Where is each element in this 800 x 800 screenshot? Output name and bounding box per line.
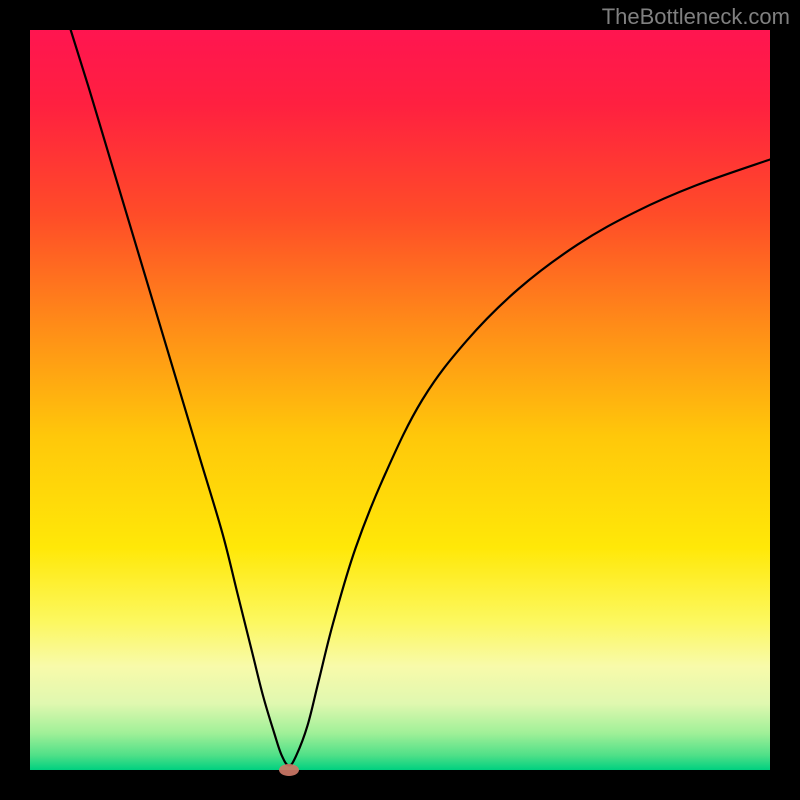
chart-container: TheBottleneck.com (0, 0, 800, 800)
watermark-text: TheBottleneck.com (602, 4, 790, 30)
minimum-marker (279, 764, 299, 776)
bottleneck-chart (0, 0, 800, 800)
plot-background (30, 30, 770, 770)
